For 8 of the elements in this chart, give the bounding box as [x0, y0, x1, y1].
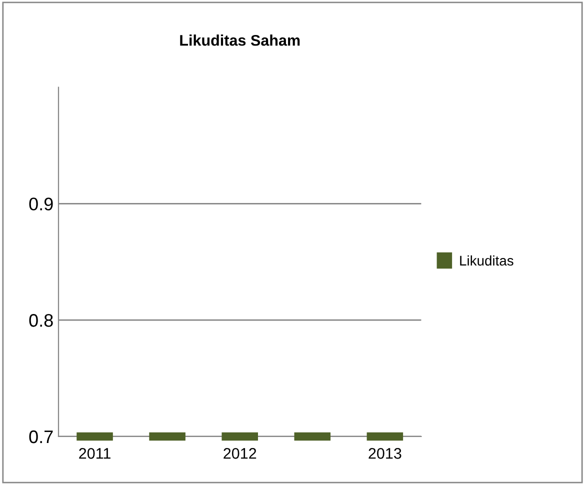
y-tick-label: 0.7: [29, 430, 53, 444]
x-tick-label: 2013: [368, 448, 402, 459]
legend-label: Likuditas: [460, 255, 514, 266]
x-tick-label: 2012: [224, 448, 256, 459]
y-tick-label: 0.8: [29, 314, 53, 327]
x-tick-label: 2011: [79, 448, 110, 459]
chart-title: Likuditas Saham: [180, 34, 300, 46]
y-tick-label: 0.9: [29, 198, 53, 210]
